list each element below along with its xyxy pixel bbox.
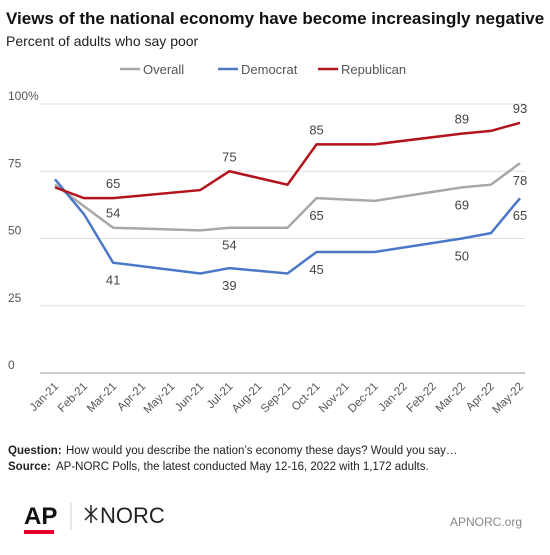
legend-label: Overall: [143, 62, 184, 77]
url: APNORC.org: [450, 515, 522, 529]
x-tick-label: Nov-21: [317, 381, 352, 416]
data-label: 54: [222, 238, 236, 253]
data-label: 89: [455, 112, 469, 127]
series-line: [54, 178, 521, 275]
y-tick-label: 25: [8, 291, 22, 305]
note-label: Question:: [8, 445, 62, 457]
x-tick-label: May-21: [142, 381, 178, 417]
data-label: 54: [106, 206, 120, 221]
y-tick-label: 50: [8, 224, 22, 238]
y-tick-label: 100%: [8, 89, 39, 103]
data-label: 39: [222, 278, 236, 293]
data-label: 65: [513, 208, 527, 223]
legend-label: Democrat: [241, 62, 298, 77]
data-label: 93: [513, 101, 527, 116]
y-tick-label: 75: [8, 156, 22, 170]
data-label: 75: [222, 149, 236, 164]
logo-ap: AP: [24, 503, 57, 530]
data-label: 69: [455, 197, 469, 212]
note-text: How would you describe the nation’s econ…: [66, 445, 457, 457]
x-tick-label: May-22: [491, 381, 527, 417]
note-text: AP-NORC Polls, the latest conducted May …: [56, 461, 429, 473]
logo-star: [84, 505, 98, 523]
x-tick-label: Mar-22: [434, 381, 468, 415]
chart-title: Views of the national economy have becom…: [6, 9, 544, 28]
logo-norc: NORC: [100, 503, 165, 528]
x-tick-label: Feb-21: [56, 381, 90, 415]
x-tick-label: Jan-22: [377, 381, 410, 414]
series-line: [54, 162, 521, 232]
x-tick-label: Dec-21: [346, 381, 381, 416]
note-label: Source:: [8, 461, 51, 473]
x-tick-label: Jan-21: [28, 381, 61, 414]
y-tick-label: 0: [8, 358, 15, 372]
data-label: 45: [309, 262, 323, 277]
chart-subtitle: Percent of adults who say poor: [6, 33, 199, 49]
data-label: 65: [106, 176, 120, 191]
logo-bar: [24, 530, 54, 534]
data-label: 78: [513, 173, 527, 188]
series-line: [54, 121, 521, 200]
data-label: 85: [309, 122, 323, 137]
x-tick-label: Feb-22: [405, 381, 439, 415]
data-label: 41: [106, 273, 120, 288]
legend-label: Republican: [341, 62, 406, 77]
x-tick-label: Aug-21: [230, 381, 265, 416]
x-tick-label: Jun-21: [173, 381, 206, 414]
data-label: 65: [309, 208, 323, 223]
data-label: 50: [455, 249, 469, 264]
x-tick-label: Sep-21: [259, 381, 294, 416]
x-tick-label: Mar-21: [85, 381, 119, 415]
